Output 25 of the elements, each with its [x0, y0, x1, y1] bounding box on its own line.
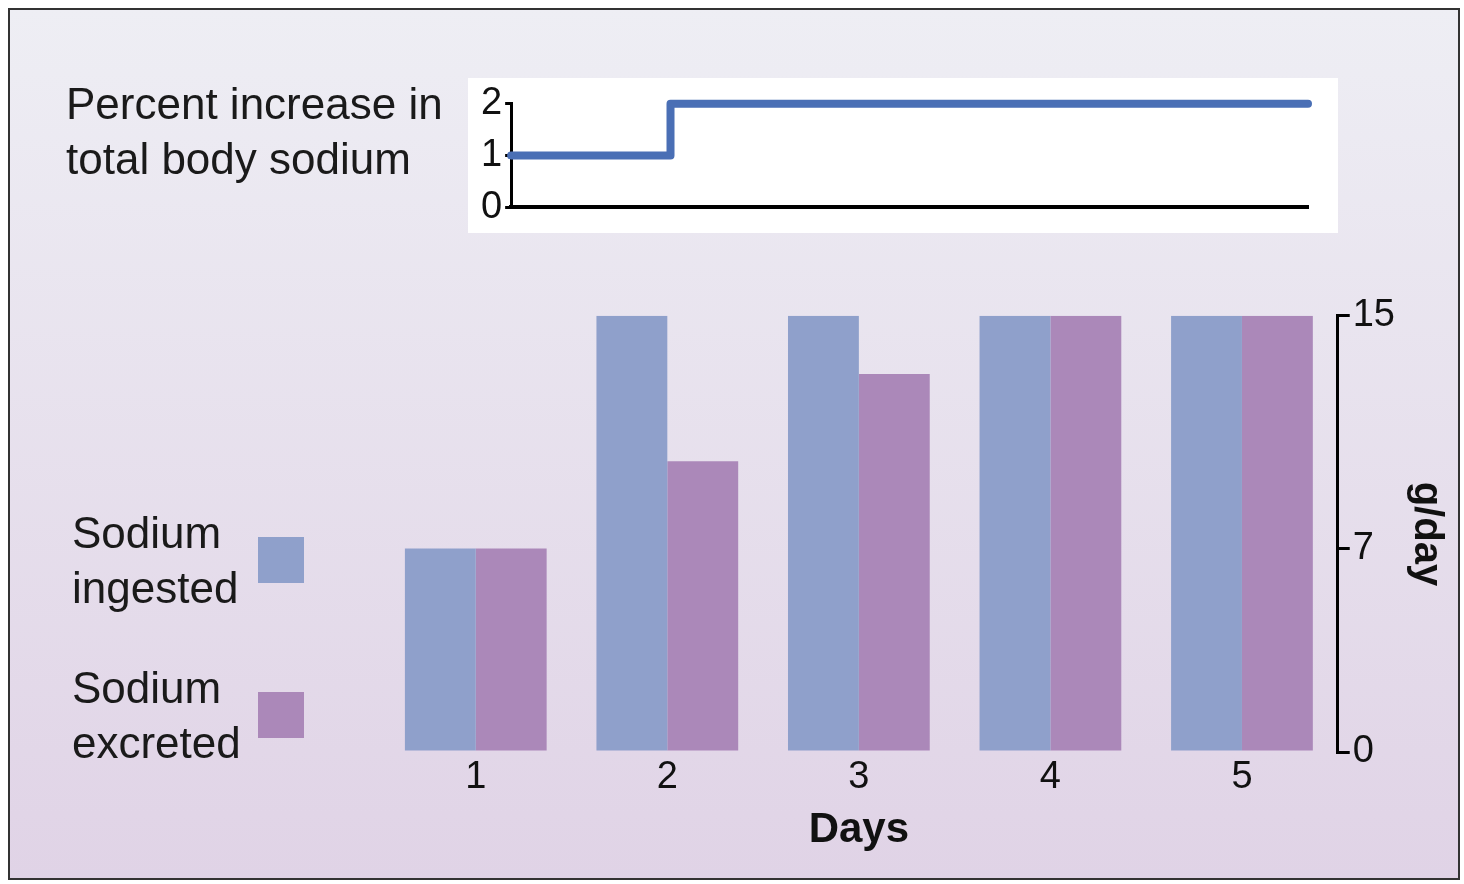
x-tick-label: 3	[848, 754, 870, 797]
y-tick-label: 0	[480, 183, 503, 226]
y-axis-title: g/day	[1406, 481, 1451, 587]
legend-label: Sodium excreted	[72, 662, 242, 769]
y-axis-title: Percent increase in total body sodium	[66, 78, 444, 185]
bar	[596, 315, 668, 751]
x-axis-title: Days	[808, 804, 910, 852]
bar	[1241, 315, 1313, 751]
x-tick-label: 5	[1231, 754, 1253, 797]
y-tick-label: 15	[1352, 292, 1396, 335]
y-tick-label: 7	[1352, 524, 1374, 567]
y-tick-label: 2	[480, 80, 503, 123]
bar	[1171, 315, 1242, 751]
y-tick-label: 1	[480, 131, 503, 174]
legend-label: Sodium ingested	[72, 507, 240, 614]
y-tick-label: 0	[1352, 728, 1374, 771]
bar	[858, 373, 930, 751]
x-tick-label: 2	[656, 754, 678, 797]
bar	[787, 315, 859, 751]
bar	[667, 461, 739, 751]
bar	[404, 548, 476, 751]
bar	[1050, 315, 1122, 751]
bar	[475, 548, 547, 751]
x-tick-label: 4	[1039, 754, 1061, 797]
bar	[979, 315, 1051, 751]
